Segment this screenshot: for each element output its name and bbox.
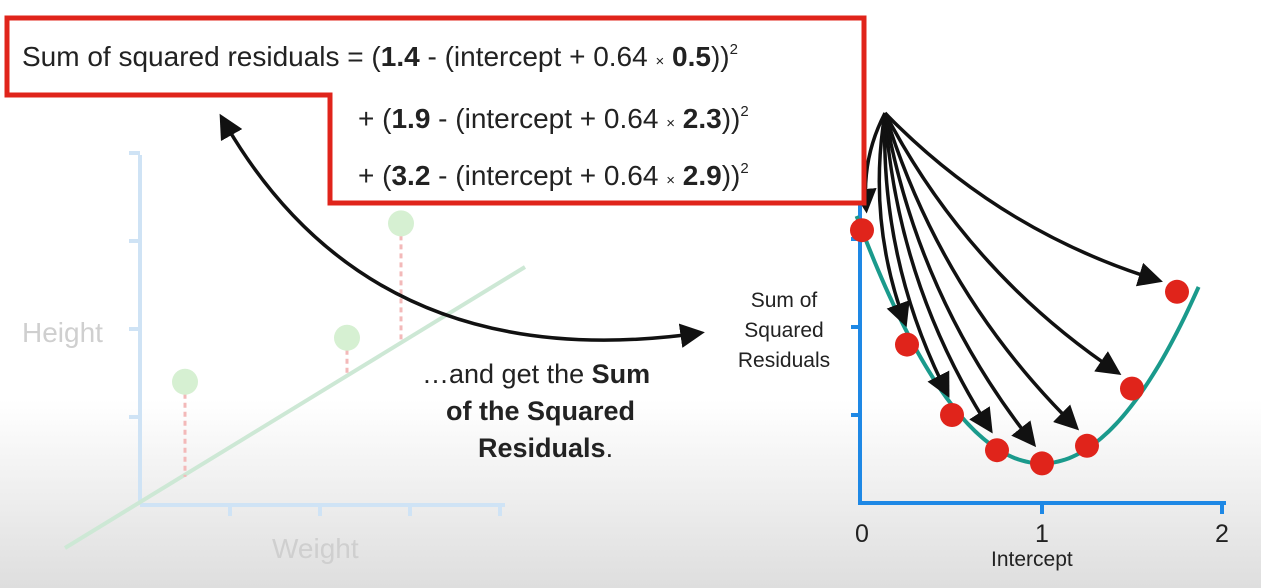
faded-y-axis-label: Height [22,317,103,348]
caption-line-2: of the Squared [446,396,635,426]
arrow-to-point [883,112,993,434]
ssr-data-point [895,332,919,357]
ssr-data-point [1165,279,1189,304]
faded-data-points [172,210,414,395]
faded-x-ticks [228,505,502,516]
faded-residuals [183,235,403,477]
arrow-to-point [877,112,910,328]
equation-to-point-arrows [852,111,1163,448]
equation-line-3: + (3.2 - (intercept + 0.64 × 2.9))2 [358,160,749,191]
faded-data-point [172,368,198,395]
caption-line-3: Residuals. [478,433,613,463]
y-axis-label-line1: Sum of [751,289,818,312]
ssr-data-point [850,218,874,243]
equation-line-1: Sum of squared residuals = (1.4 - (inter… [22,41,738,72]
arrow-to-point [883,112,1037,448]
x-ticks: 0 1 2 [855,503,1229,548]
ssr-data-point [940,403,964,427]
arrow-to-point [883,112,1122,375]
x-tick-label: 1 [1035,520,1049,548]
faded-y-ticks [129,151,140,419]
y-axis-label-line3: Residuals [738,349,830,372]
faded-x-axis-label: Weight [272,533,359,564]
ssr-data-points [850,218,1189,476]
equation-line-2: + (1.9 - (intercept + 0.64 × 2.3))2 [358,103,749,134]
y-axis-label-line2: Squared [744,319,823,342]
double-headed-arrow [219,113,705,348]
caption-line-1: …and get the Sum [422,359,650,389]
x-tick-label: 2 [1215,520,1229,548]
x-axis-label: Intercept [991,548,1073,571]
faded-data-point [388,210,414,237]
ssr-data-point [1120,376,1144,401]
equation-box-border [4,15,867,206]
ssr-vs-intercept-chart: 0 1 2 Intercept Sum of Squared Residuals [738,195,1229,571]
faded-data-point [334,324,360,351]
ssr-data-point [1075,433,1099,458]
arrow-to-point [883,111,1163,287]
ssr-data-point [985,438,1009,463]
ssr-data-point [1030,451,1054,476]
arrow-to-point [883,112,1080,431]
arrow-to-point [882,112,950,398]
x-tick-label: 0 [855,520,869,548]
